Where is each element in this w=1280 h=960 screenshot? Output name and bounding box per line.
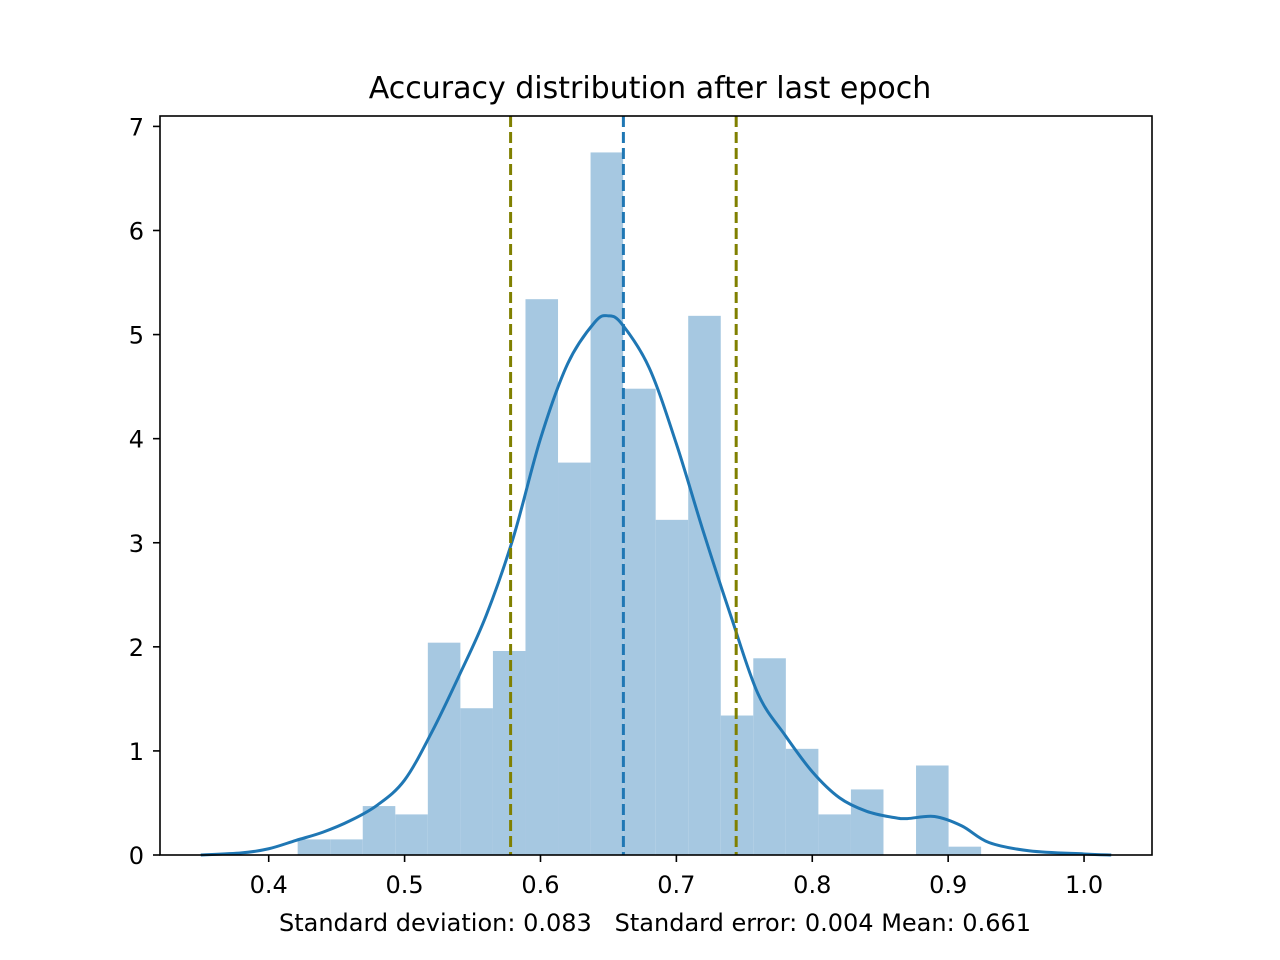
histogram-bar bbox=[818, 814, 851, 855]
y-tick-label: 7 bbox=[129, 113, 144, 141]
y-tick-label: 4 bbox=[129, 426, 144, 454]
histogram-bar bbox=[297, 839, 331, 855]
histogram-bar bbox=[590, 152, 624, 855]
y-tick-label: 2 bbox=[129, 634, 144, 662]
reference-lines bbox=[509, 116, 738, 855]
x-axis-label: Standard deviation: 0.083 Standard error… bbox=[279, 909, 1031, 937]
plot-frame bbox=[159, 115, 1153, 856]
histogram-bar bbox=[688, 315, 721, 856]
histogram-bar bbox=[720, 715, 754, 855]
histogram-bar bbox=[395, 814, 428, 855]
x-axis: 0.4 0.5 0.6 0.7 0.8 0.9 1.0 bbox=[250, 855, 1103, 899]
histogram-bar bbox=[558, 462, 591, 855]
histogram-bar bbox=[460, 708, 493, 855]
y-tick-label: 3 bbox=[129, 530, 144, 558]
histogram-bar bbox=[753, 658, 786, 855]
kde-layer bbox=[200, 314, 1112, 857]
x-tick-label: 0.8 bbox=[793, 871, 831, 899]
x-tick-label: 0.5 bbox=[386, 871, 424, 899]
histogram-bar bbox=[525, 299, 559, 855]
y-tick-label: 0 bbox=[129, 842, 144, 870]
x-tick-label: 0.7 bbox=[657, 871, 695, 899]
histogram-bar bbox=[330, 839, 363, 855]
histogram-bar bbox=[948, 846, 982, 855]
histogram-bar bbox=[785, 748, 819, 855]
histogram-bar bbox=[362, 806, 396, 855]
chart-title: Accuracy distribution after last epoch bbox=[369, 71, 932, 106]
histogram-bar bbox=[623, 388, 656, 855]
x-tick-label: 0.6 bbox=[521, 871, 559, 899]
histogram-bar bbox=[850, 789, 884, 855]
y-tick-label: 1 bbox=[129, 738, 144, 766]
histogram-bar bbox=[916, 765, 949, 855]
x-tick-label: 0.4 bbox=[250, 871, 288, 899]
histogram-bar bbox=[427, 642, 461, 855]
histogram-bars bbox=[297, 152, 982, 856]
y-axis: 0 1 2 3 4 5 6 7 bbox=[129, 113, 160, 870]
x-tick-label: 1.0 bbox=[1065, 871, 1103, 899]
histogram-bar bbox=[655, 519, 689, 855]
y-tick-label: 5 bbox=[129, 322, 144, 350]
y-tick-label: 6 bbox=[129, 217, 144, 245]
x-tick-label: 0.9 bbox=[929, 871, 967, 899]
kde-curve bbox=[200, 314, 1112, 857]
